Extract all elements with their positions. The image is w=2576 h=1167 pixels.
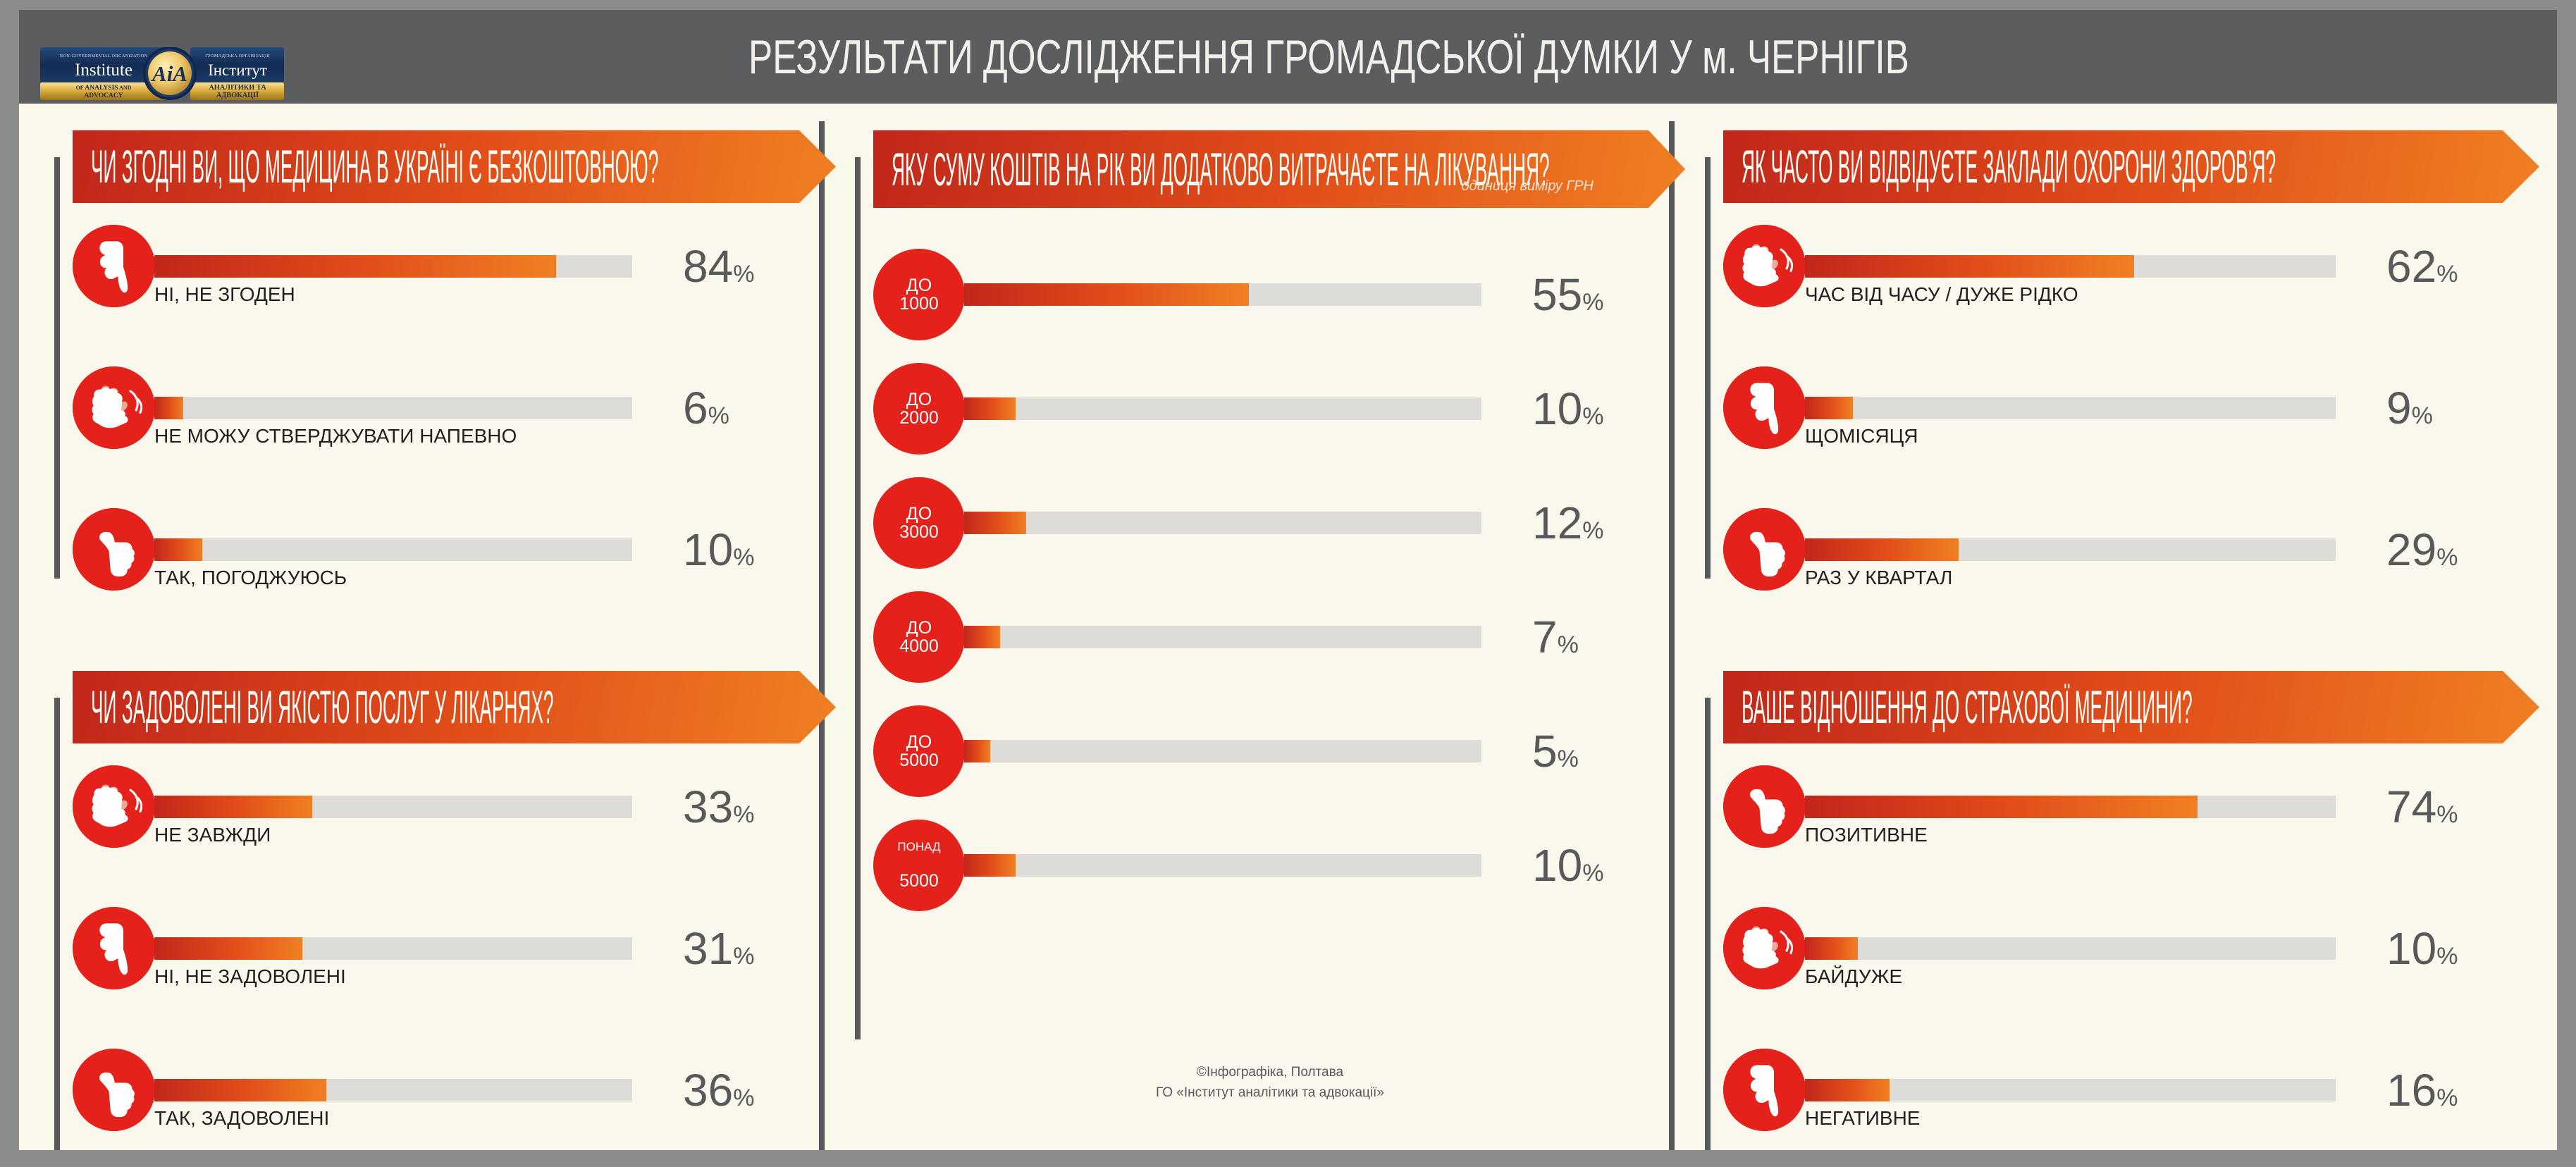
svg-text:Institute: Institute (75, 61, 133, 80)
svg-text:OF ANALYSIS AND: OF ANALYSIS AND (76, 85, 132, 92)
svg-text:ADVOCACY: ADVOCACY (84, 92, 123, 99)
svg-text:АДВОКАЦІЇ: АДВОКАЦІЇ (216, 90, 259, 99)
svg-text:Інститут: Інститут (208, 61, 267, 79)
svg-text:AiA: AiA (151, 61, 187, 86)
svg-text:АНАЛІТИКИ ТА: АНАЛІТИКИ ТА (209, 84, 266, 92)
svg-text:ГРОМАДСЬКА ОРГАНІЗАЦІЯ: ГРОМАДСЬКА ОРГАНІЗАЦІЯ (205, 54, 270, 58)
svg-text:NON-GOVERNMENTAL ORGANIZATION: NON-GOVERNMENTAL ORGANIZATION (60, 54, 148, 58)
